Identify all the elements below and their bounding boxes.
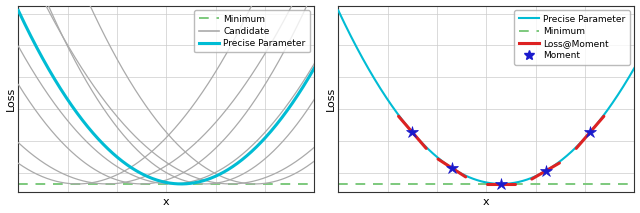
Y-axis label: Loss: Loss: [326, 87, 335, 111]
X-axis label: x: x: [163, 197, 170, 207]
X-axis label: x: x: [483, 197, 490, 207]
Legend: Precise Parameter, Minimum, Loss@Moment, Moment: Precise Parameter, Minimum, Loss@Moment,…: [515, 10, 630, 65]
Y-axis label: Loss: Loss: [6, 87, 15, 111]
Legend: Minimum, Candidate, Precise Parameter: Minimum, Candidate, Precise Parameter: [195, 10, 310, 52]
